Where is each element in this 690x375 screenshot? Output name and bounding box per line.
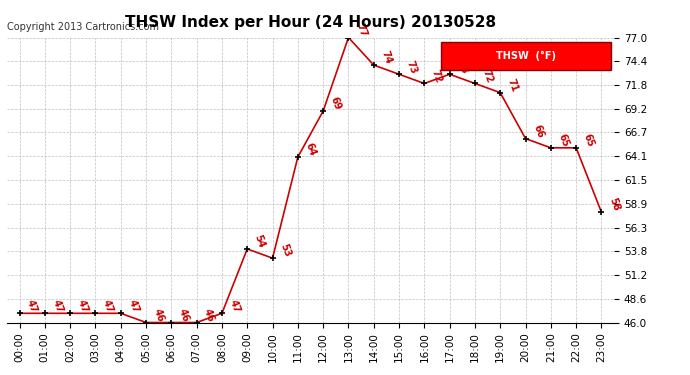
Text: 54: 54 <box>253 234 267 250</box>
Text: THSW  (°F): THSW (°F) <box>496 51 556 61</box>
Text: 47: 47 <box>50 298 64 314</box>
Text: 66: 66 <box>531 123 545 139</box>
Text: 53: 53 <box>278 243 292 259</box>
Text: THSW Index per Hour (24 Hours) 20130528: THSW Index per Hour (24 Hours) 20130528 <box>125 15 496 30</box>
Text: 73: 73 <box>455 59 469 75</box>
Text: 69: 69 <box>328 96 343 112</box>
Text: 64: 64 <box>304 141 317 158</box>
Text: 46: 46 <box>202 307 216 323</box>
Text: 47: 47 <box>228 298 242 314</box>
Text: 74: 74 <box>380 50 393 66</box>
Text: 71: 71 <box>506 77 520 93</box>
Text: 46: 46 <box>152 307 166 323</box>
FancyBboxPatch shape <box>441 42 611 70</box>
Text: Copyright 2013 Cartronics.com: Copyright 2013 Cartronics.com <box>7 22 159 32</box>
Text: 65: 65 <box>556 132 571 148</box>
Text: 58: 58 <box>607 196 621 213</box>
Text: 73: 73 <box>404 59 419 75</box>
Text: 47: 47 <box>101 298 115 314</box>
Text: 47: 47 <box>76 298 90 314</box>
Text: 65: 65 <box>582 132 595 148</box>
Text: 72: 72 <box>430 68 444 84</box>
Text: 47: 47 <box>25 298 39 314</box>
Text: 46: 46 <box>177 307 191 323</box>
Text: 47: 47 <box>126 298 140 314</box>
Text: 77: 77 <box>354 22 368 38</box>
Text: 72: 72 <box>480 68 495 84</box>
